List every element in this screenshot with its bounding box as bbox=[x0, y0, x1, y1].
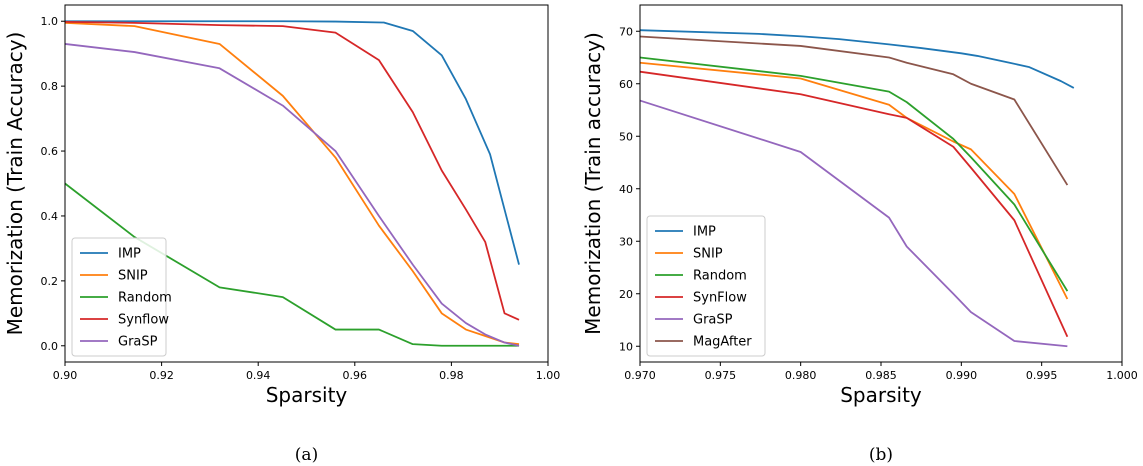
chart-a-x-axis-label: Sparsity bbox=[266, 383, 348, 407]
chart-a-x-tick-label: 1.00 bbox=[536, 369, 561, 382]
chart-b-series-imp-line bbox=[639, 29, 1075, 89]
chart-a-y-tick-label: 0.8 bbox=[41, 80, 59, 93]
chart-a-series-synflow-line bbox=[64, 20, 520, 321]
chart-b-legend-label-imp: IMP bbox=[693, 225, 716, 240]
chart-b-legend-label-random: Random bbox=[693, 269, 747, 284]
chart-b-x-tick-label: 0.995 bbox=[1026, 369, 1058, 382]
chart-a-series-grasp-line bbox=[64, 43, 520, 347]
chart-a-series-imp-line bbox=[65, 20, 520, 265]
chart-b-caption: (b) bbox=[869, 445, 893, 465]
chart-b-y-tick-label: 40 bbox=[619, 183, 633, 196]
chart-a-plot-frame bbox=[64, 4, 549, 363]
chart-b-y-tick-label: 30 bbox=[619, 235, 633, 248]
chart-b-x-tick-label: 1.000 bbox=[1106, 369, 1138, 382]
chart-a-legend-label-synflow: Synflow bbox=[118, 313, 169, 328]
chart-b-series-grasp-line bbox=[639, 99, 1068, 348]
chart-a: 0.90 0.92 0.94 0.96 0.98 1.00 0.0 0.2 0.4 0.6 0.8 1… bbox=[3, 4, 561, 465]
chart-b-y-tick-label: 20 bbox=[619, 288, 633, 301]
chart-a-x-tick-label: 0.90 bbox=[53, 369, 78, 382]
chart-b-y-axis-label: Memorization (Train accuracy) bbox=[581, 32, 605, 335]
chart-b-y-tick-label: 60 bbox=[619, 78, 633, 91]
chart-b-y-tick-label: 70 bbox=[619, 25, 633, 38]
chart-a-caption: (a) bbox=[295, 445, 318, 465]
chart-a-y-axis-label: Memorization (Train Accuracy) bbox=[3, 32, 27, 336]
chart-b-x-tick-label: 0.970 bbox=[624, 369, 656, 382]
chart-a-x-tick-label: 0.96 bbox=[343, 369, 368, 382]
chart-b-legend-label-magafter: MagAfter bbox=[693, 335, 752, 350]
chart-b-x-tick-label: 0.980 bbox=[785, 369, 817, 382]
chart-a-x-tick-label: 0.92 bbox=[149, 369, 174, 382]
chart-a-x-tick-label: 0.98 bbox=[439, 369, 464, 382]
chart-b-legend-label-grasp: GraSP bbox=[693, 313, 733, 328]
chart-a-legend-label-imp: IMP bbox=[118, 247, 141, 262]
chart-a-x-tick-label: 0.94 bbox=[246, 369, 271, 382]
chart-a-legend-label-grasp: GraSP bbox=[118, 335, 158, 350]
chart-a-series-random-line bbox=[64, 182, 520, 347]
chart-b-legend-label-snip: SNIP bbox=[693, 247, 723, 262]
chart-b-x-tick-label: 0.990 bbox=[946, 369, 978, 382]
chart-b-x-axis-label: Sparsity bbox=[840, 383, 922, 407]
chart-a-y-tick-label: 0.0 bbox=[41, 340, 59, 353]
chart-b-legend bbox=[646, 215, 766, 357]
chart-b-series-snip-line bbox=[639, 61, 1069, 300]
chart-b-series-magafter-line bbox=[639, 35, 1069, 186]
chart-a-y-tick-label: 0.4 bbox=[41, 210, 59, 223]
chart-b-y-tick-label: 10 bbox=[619, 340, 633, 353]
chart-b: 0.970 0.975 0.980 0.985 0.990 0.995 1.000 10 20 3… bbox=[581, 4, 1138, 465]
chart-a-series-snip-line bbox=[64, 21, 520, 346]
chart-b-x-tick-label: 0.985 bbox=[865, 369, 897, 382]
chart-a-y-tick-label: 1.0 bbox=[41, 15, 59, 28]
chart-b-x-tick-label: 0.975 bbox=[705, 369, 737, 382]
chart-a-y-tick-label: 0.2 bbox=[41, 275, 59, 288]
chart-a-legend-label-snip: SNIP bbox=[118, 269, 148, 284]
chart-a-y-tick-label: 0.6 bbox=[41, 145, 59, 158]
chart-b-y-tick-label: 50 bbox=[619, 130, 633, 143]
chart-b-series-random-line bbox=[639, 56, 1069, 292]
chart-a-legend bbox=[71, 237, 167, 357]
chart-a-legend-label-random: Random bbox=[118, 291, 172, 306]
chart-b-series-synflow-line bbox=[639, 70, 1069, 338]
chart-b-legend-label-synflow: SynFlow bbox=[693, 291, 747, 306]
